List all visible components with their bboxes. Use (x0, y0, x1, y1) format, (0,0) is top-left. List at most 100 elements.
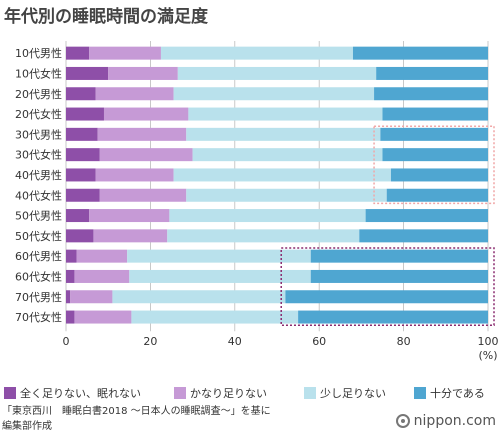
x-tick-label: 60 (312, 335, 326, 348)
bar-50代女性-series-3 (359, 229, 488, 243)
category-label: 70代女性 (15, 310, 62, 324)
bar-20代男性-series-2 (173, 87, 375, 101)
bar-30代女性-series-0 (66, 148, 100, 162)
bar-10代女性-series-2 (177, 66, 377, 80)
chart-legend: 全く足りない、眠れない かなり足りない 少し足りない 十分である (4, 385, 500, 403)
bar-10代女性-series-1 (108, 66, 178, 80)
category-label: 70代男性 (15, 290, 62, 304)
source-line-2: 編集部作成 (2, 421, 52, 432)
bar-40代男性-series-0 (66, 168, 96, 182)
category-label: 40代男性 (15, 168, 62, 182)
bar-60代男性-series-2 (127, 249, 311, 263)
bar-50代男性-series-2 (169, 209, 366, 223)
x-tick-label: 100 (478, 335, 499, 348)
legend-swatch (304, 387, 316, 399)
legend-label: 十分である (430, 387, 485, 400)
bar-30代男性-series-2 (186, 127, 381, 141)
bar-20代女性-series-1 (103, 107, 189, 121)
bar-10代男性-series-3 (352, 46, 488, 60)
legend-item-1: かなり足りない (174, 385, 267, 401)
bar-40代男性-series-2 (173, 168, 391, 182)
bar-50代男性-series-0 (66, 209, 90, 223)
bar-10代女性-series-3 (376, 66, 488, 80)
bar-60代男性-series-0 (66, 249, 77, 263)
bar-40代女性-series-0 (66, 188, 100, 202)
bar-70代女性-series-3 (298, 310, 488, 324)
source-line-1: 「東京西川 睡眠白書2018 ～日本人の睡眠調査～」を基に (2, 406, 271, 417)
bar-30代女性-series-3 (382, 148, 488, 162)
chart-plot: 10代男性 10代女性 20代男性 20代女性 30代男性 30代女性 40代男性 40代女性… (15, 41, 499, 362)
brand-icon (395, 414, 410, 428)
legend-swatch (174, 387, 186, 399)
bar-30代男性-series-1 (97, 127, 187, 141)
legend-swatch (4, 387, 16, 399)
legend-label: 少し足りない (320, 387, 386, 400)
category-label: 50代女性 (15, 229, 62, 243)
bar-60代男性-series-3 (310, 249, 488, 263)
x-unit-label: (%) (478, 349, 497, 362)
category-label: 60代女性 (15, 269, 62, 283)
category-label: 30代女性 (15, 148, 62, 162)
x-tick-label: 80 (397, 335, 411, 348)
bar-70代女性-series-0 (66, 310, 75, 324)
category-label: 10代男性 (15, 46, 62, 60)
bar-50代男性-series-1 (89, 209, 170, 223)
bar-10代男性-series-1 (89, 46, 161, 60)
bar-30代男性-series-3 (380, 127, 488, 141)
bar-40代女性-series-3 (386, 188, 488, 202)
bar-70代男性-series-1 (70, 290, 113, 304)
bar-50代女性-series-1 (93, 229, 168, 243)
legend-swatch (414, 387, 426, 399)
chart-title: 年代別の睡眠時間の満足度 (4, 7, 208, 27)
x-tick-label: 20 (143, 335, 157, 348)
bar-70代男性-series-0 (66, 290, 71, 304)
bar-20代女性-series-0 (66, 107, 104, 121)
category-label: 20代女性 (15, 107, 62, 121)
bar-60代女性-series-0 (66, 269, 75, 283)
x-tick-label: 40 (228, 335, 242, 348)
category-label: 60代男性 (15, 249, 62, 263)
bar-10代男性-series-2 (160, 46, 353, 60)
bar-20代女性-series-2 (188, 107, 383, 121)
bar-70代女性-series-2 (131, 310, 299, 324)
bar-30代女性-series-2 (192, 148, 383, 162)
bar-70代男性-series-3 (285, 290, 488, 304)
bar-20代女性-series-3 (382, 107, 488, 121)
bar-10代女性-series-0 (66, 66, 109, 80)
bar-60代女性-series-3 (310, 269, 488, 283)
bar-70代女性-series-1 (74, 310, 132, 324)
legend-item-0: 全く足りない、眠れない (4, 385, 141, 401)
bar-60代男性-series-1 (76, 249, 128, 263)
bar-60代女性-series-2 (129, 269, 311, 283)
legend-label: かなり足りない (190, 387, 267, 400)
legend-label: 全く足りない、眠れない (20, 387, 141, 400)
legend-item-2: 少し足りない (304, 385, 386, 401)
highlight-box-30s-40s (373, 125, 495, 205)
bar-70代男性-series-2 (112, 290, 286, 304)
category-label: 20代男性 (15, 87, 62, 101)
x-tick-label: 0 (63, 335, 70, 348)
bar-40代男性-series-1 (95, 168, 174, 182)
bar-20代男性-series-3 (374, 87, 488, 101)
bar-30代女性-series-1 (99, 148, 193, 162)
bar-20代男性-series-0 (66, 87, 96, 101)
brand-text: nippon.com (413, 413, 496, 429)
highlight-box-60s-70s (280, 247, 495, 326)
bar-40代女性-series-1 (99, 188, 187, 202)
legend-item-3: 十分である (414, 385, 485, 401)
source-note: 「東京西川 睡眠白書2018 ～日本人の睡眠調査～」を基に 編集部作成 (2, 404, 271, 434)
bar-40代男性-series-3 (390, 168, 488, 182)
bar-50代男性-series-3 (365, 209, 488, 223)
bar-40代女性-series-2 (186, 188, 387, 202)
bar-30代男性-series-0 (66, 127, 98, 141)
category-label: 30代男性 (15, 127, 62, 141)
brand-logo: nippon.com (395, 413, 496, 429)
bar-60代女性-series-1 (74, 269, 130, 283)
category-label: 50代男性 (15, 209, 62, 223)
bar-10代男性-series-0 (66, 46, 90, 60)
bar-20代男性-series-1 (95, 87, 174, 101)
category-label: 40代女性 (15, 188, 62, 202)
bar-50代女性-series-0 (66, 229, 94, 243)
category-label: 10代女性 (15, 66, 62, 80)
bar-50代女性-series-2 (167, 229, 360, 243)
